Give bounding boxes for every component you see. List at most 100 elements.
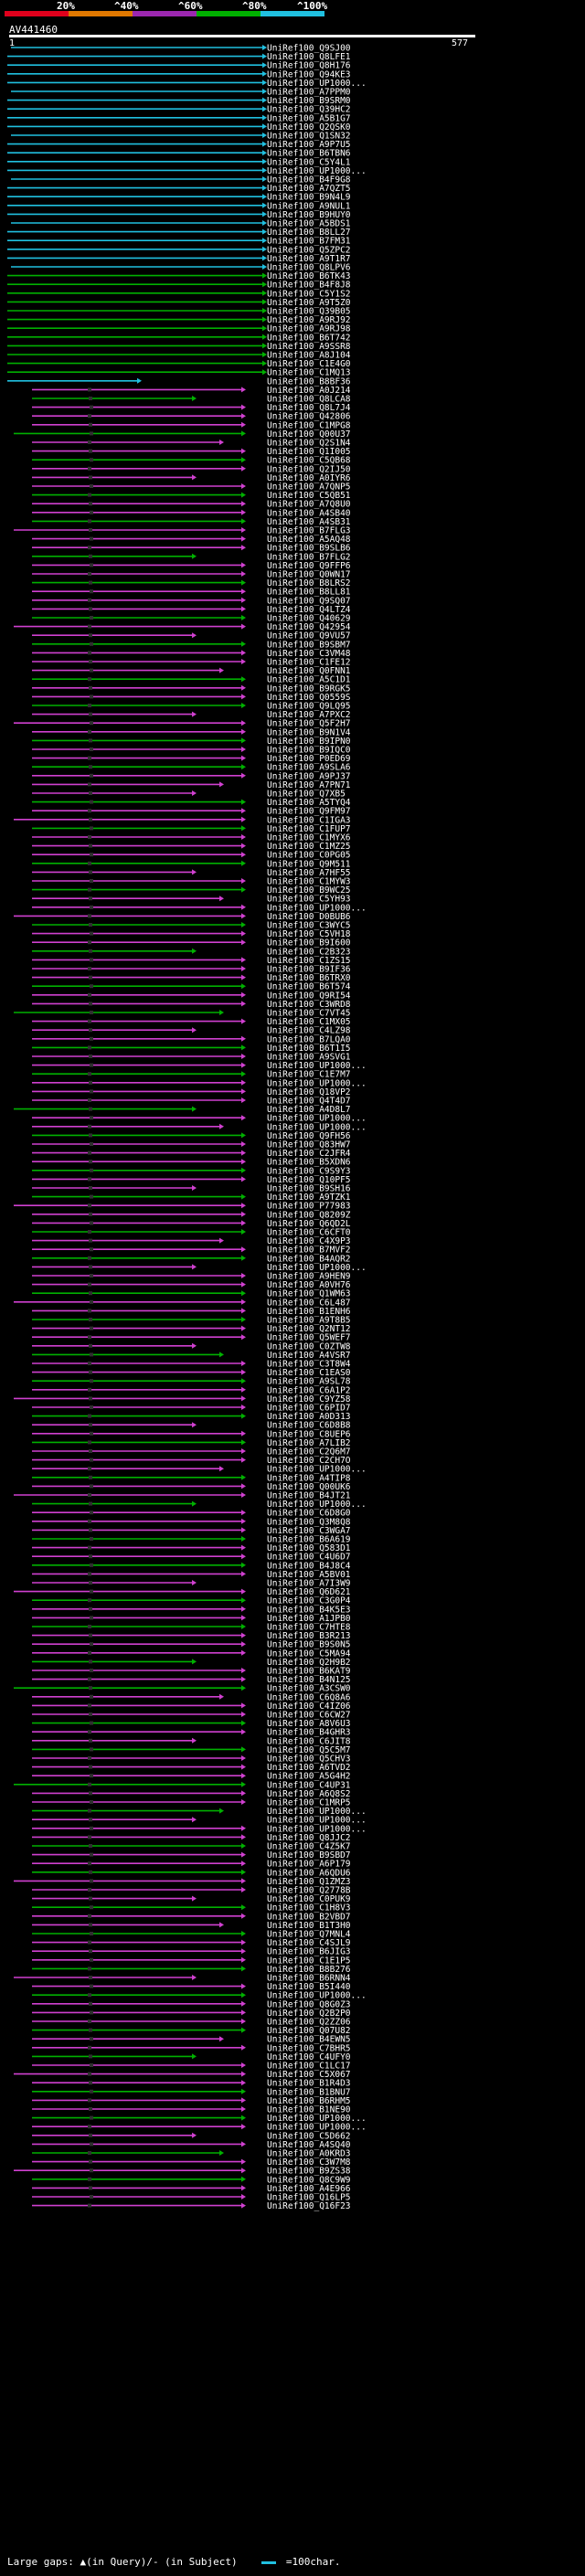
hit-label[interactable]: UniRef100_Q1I005 bbox=[267, 447, 351, 457]
hit-label[interactable]: UniRef100_B7FLG2 bbox=[267, 552, 351, 562]
hit-label[interactable]: UniRef100_Q94KE3 bbox=[267, 69, 351, 80]
hit-label[interactable]: UniRef100_Q5CHV3 bbox=[267, 1754, 351, 1765]
hit-label[interactable]: UniRef100_Q00U37 bbox=[267, 429, 351, 440]
hit-label[interactable]: UniRef100_Q4T4D7 bbox=[267, 1097, 351, 1107]
hit-label[interactable]: UniRef100_C7BHR5 bbox=[267, 2043, 351, 2053]
hit-label[interactable]: UniRef100_C3WRD8 bbox=[267, 1000, 351, 1010]
hit-label[interactable]: UniRef100_C3VM48 bbox=[267, 649, 351, 659]
hit-label[interactable]: UniRef100_C7VT45 bbox=[267, 1009, 351, 1019]
hit-label[interactable]: UniRef100_Q07U82 bbox=[267, 2026, 351, 2036]
hit-label[interactable]: UniRef100_Q5WEF7 bbox=[267, 1333, 351, 1343]
hit-label[interactable]: UniRef100_Q6D621 bbox=[267, 1587, 351, 1597]
hit-label[interactable]: UniRef100_C1E4G0 bbox=[267, 359, 351, 369]
hit-label[interactable]: UniRef100_A5BDS1 bbox=[267, 219, 351, 229]
hit-label[interactable]: UniRef100_Q2H9B2 bbox=[267, 1658, 351, 1668]
hit-label[interactable]: UniRef100_C6CFT0 bbox=[267, 1228, 351, 1238]
hit-label[interactable]: UniRef100_A9P7U5 bbox=[267, 140, 351, 150]
hit-label[interactable]: UniRef100_A4SQ40 bbox=[267, 2140, 351, 2150]
hit-label[interactable]: UniRef100_B4F8J8 bbox=[267, 281, 351, 291]
hit-label[interactable]: UniRef100_C2Q6M7 bbox=[267, 1447, 351, 1458]
hit-label[interactable]: UniRef100_C6L487 bbox=[267, 1298, 351, 1308]
hit-label[interactable]: UniRef100_A7HF55 bbox=[267, 868, 351, 878]
hit-label[interactable]: UniRef100_A9RJ92 bbox=[267, 315, 351, 325]
hit-label[interactable]: UniRef100_C1LC17 bbox=[267, 2062, 351, 2072]
hit-label[interactable]: UniRef100_B9IPN0 bbox=[267, 737, 351, 747]
hit-label[interactable]: UniRef100_B4GHR3 bbox=[267, 1728, 351, 1738]
hit-label[interactable]: UniRef100_UP1000... bbox=[267, 1824, 367, 1834]
hit-label[interactable]: UniRef100_C4UP31 bbox=[267, 1780, 351, 1790]
hit-label[interactable]: UniRef100_C4UFY0 bbox=[267, 2052, 351, 2062]
hit-label[interactable]: UniRef100_C1FUP7 bbox=[267, 824, 351, 834]
hit-label[interactable]: UniRef100_Q1SN32 bbox=[267, 132, 351, 142]
hit-label[interactable]: UniRef100_C0PUK9 bbox=[267, 1894, 351, 1904]
hit-label[interactable]: UniRef100_B9ZS38 bbox=[267, 2167, 351, 2177]
hit-label[interactable]: UniRef100_B4F9G8 bbox=[267, 175, 351, 186]
hit-label[interactable]: UniRef100_A9SL78 bbox=[267, 1377, 351, 1387]
hit-label[interactable]: UniRef100_C1MZ25 bbox=[267, 842, 351, 852]
hit-label[interactable]: UniRef100_Q9LQ95 bbox=[267, 702, 351, 712]
hit-label[interactable]: UniRef100_A7PN71 bbox=[267, 780, 351, 790]
hit-label[interactable]: UniRef100_A7PPM0 bbox=[267, 88, 351, 98]
hit-label[interactable]: UniRef100_A9HEN9 bbox=[267, 1272, 351, 1282]
hit-label[interactable]: UniRef100_B6A619 bbox=[267, 1535, 351, 1545]
hit-label[interactable]: UniRef100_Q10PF5 bbox=[267, 1175, 351, 1185]
hit-label[interactable]: UniRef100_B4K5E3 bbox=[267, 1605, 351, 1615]
hit-label[interactable]: UniRef100_B4N125 bbox=[267, 1675, 351, 1685]
hit-label[interactable]: UniRef100_B6TBN6 bbox=[267, 149, 351, 159]
hit-label[interactable]: UniRef100_B9I600 bbox=[267, 938, 351, 949]
hit-label[interactable]: UniRef100_A7QZT5 bbox=[267, 184, 351, 194]
hit-label[interactable]: UniRef100_C1H8V3 bbox=[267, 1903, 351, 1913]
hit-label[interactable]: UniRef100_Q0WN17 bbox=[267, 570, 351, 580]
hit-label[interactable]: UniRef100_Q39B05 bbox=[267, 307, 351, 317]
hit-label[interactable]: UniRef100_B6T574 bbox=[267, 982, 351, 992]
hit-label[interactable]: UniRef100_Q9SQ07 bbox=[267, 596, 351, 606]
hit-label[interactable]: UniRef100_A4SB40 bbox=[267, 508, 351, 518]
hit-label[interactable]: UniRef100_Q9FM97 bbox=[267, 807, 351, 817]
hit-label[interactable]: UniRef100_B3R213 bbox=[267, 1631, 351, 1641]
hit-label[interactable]: UniRef100_B6JIG3 bbox=[267, 1947, 351, 1957]
hit-label[interactable]: UniRef100_C5Y1S2 bbox=[267, 289, 351, 299]
hit-label[interactable]: UniRef100_C5D662 bbox=[267, 2131, 351, 2141]
hit-label[interactable]: UniRef100_C1MYW3 bbox=[267, 877, 351, 887]
hit-label[interactable]: UniRef100_C4Z5K7 bbox=[267, 1842, 351, 1852]
hit-label[interactable]: UniRef100_Q2B2P0 bbox=[267, 2009, 351, 2019]
hit-label[interactable]: UniRef100_Q18VP2 bbox=[267, 1087, 351, 1097]
hit-label[interactable]: UniRef100_A0D313 bbox=[267, 1412, 351, 1422]
hit-label[interactable]: UniRef100_B4JT21 bbox=[267, 1491, 351, 1501]
hit-label[interactable]: UniRef100_B4J8C4 bbox=[267, 1561, 351, 1571]
hit-label[interactable]: UniRef100_UP1000... bbox=[267, 1816, 367, 1826]
hit-label[interactable]: UniRef100_UP1000... bbox=[267, 2123, 367, 2133]
hit-label[interactable]: UniRef100_Q0FNN1 bbox=[267, 666, 351, 676]
hit-label[interactable]: UniRef100_Q16LP5 bbox=[267, 2193, 351, 2203]
hit-label[interactable]: UniRef100_A9NUL1 bbox=[267, 201, 351, 211]
hit-label[interactable]: UniRef100_Q7XB5 bbox=[267, 790, 346, 800]
hit-label[interactable]: UniRef100_A6QDU6 bbox=[267, 1868, 351, 1878]
hit-label[interactable]: UniRef100_A9SVG1 bbox=[267, 1053, 351, 1063]
hit-label[interactable]: UniRef100_B5XDN6 bbox=[267, 1158, 351, 1168]
hit-label[interactable]: UniRef100_A4VSR7 bbox=[267, 1351, 351, 1361]
hit-label[interactable]: UniRef100_A7Q8U0 bbox=[267, 500, 351, 510]
hit-label[interactable]: UniRef100_B6T1I5 bbox=[267, 1044, 351, 1054]
hit-label[interactable]: UniRef100_A9RJ98 bbox=[267, 324, 351, 334]
hit-label[interactable]: UniRef100_Q9M511 bbox=[267, 859, 351, 869]
hit-label[interactable]: UniRef100_UP1000... bbox=[267, 1991, 367, 2001]
hit-label[interactable]: UniRef100_A5G4H2 bbox=[267, 1772, 351, 1782]
hit-label[interactable]: UniRef100_UP1000... bbox=[267, 1114, 367, 1124]
hit-label[interactable]: UniRef100_A4E966 bbox=[267, 2184, 351, 2194]
hit-label[interactable]: UniRef100_C4LZ98 bbox=[267, 1026, 351, 1036]
hit-label[interactable]: UniRef100_B6T742 bbox=[267, 333, 351, 343]
hit-label[interactable]: UniRef100_UP1000... bbox=[267, 1807, 367, 1817]
hit-label[interactable]: UniRef100_C5QB51 bbox=[267, 491, 351, 501]
hit-label[interactable]: UniRef100_P77983 bbox=[267, 1202, 351, 1212]
hit-label[interactable]: UniRef100_A5BV01 bbox=[267, 1570, 351, 1580]
hit-label[interactable]: UniRef100_C3W7M8 bbox=[267, 2157, 351, 2168]
hit-label[interactable]: UniRef100_C1MX05 bbox=[267, 1017, 351, 1027]
hit-label[interactable]: UniRef100_B8BF36 bbox=[267, 376, 351, 387]
hit-label[interactable]: UniRef100_C1MQ13 bbox=[267, 368, 351, 378]
hit-label[interactable]: UniRef100_Q1ZMZ3 bbox=[267, 1877, 351, 1887]
hit-label[interactable]: UniRef100_B4AQR2 bbox=[267, 1254, 351, 1264]
hit-label[interactable]: UniRef100_Q2ZZ06 bbox=[267, 2018, 351, 2028]
hit-label[interactable]: UniRef100_A7QNP5 bbox=[267, 482, 351, 493]
hit-label[interactable]: UniRef100_C1EAS0 bbox=[267, 1368, 351, 1378]
hit-label[interactable]: UniRef100_D0BUB6 bbox=[267, 912, 351, 922]
